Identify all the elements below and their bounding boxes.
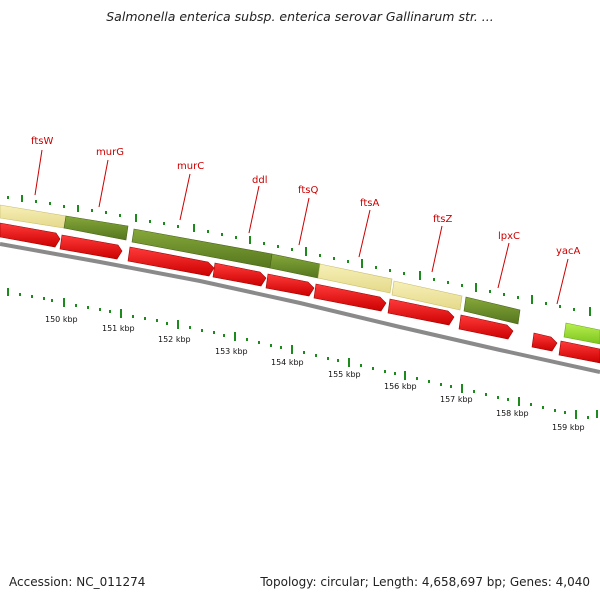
cds-arrow [387, 298, 455, 326]
cds-arrow [313, 283, 387, 312]
cds-forward-track [0, 222, 600, 364]
cds-arrow [458, 314, 514, 340]
genome-title: Salmonella enterica subsp. enterica sero… [106, 9, 494, 24]
scale-label: 150 kbp [45, 315, 78, 324]
scale-label: 155 kbp [328, 370, 361, 379]
cog-gene-track [0, 204, 600, 345]
gene-block-murG [63, 215, 129, 241]
gene-block-lpxC [463, 296, 521, 325]
gene-block-ftsQ [269, 253, 321, 279]
scale-label: 158 kbp [496, 409, 529, 418]
scale-label: 151 kbp [102, 324, 135, 333]
scale-ticks [7, 288, 598, 419]
gene-label-murG: murG [96, 147, 124, 158]
scale-label: 152 kbp [158, 335, 191, 344]
gene-labels: ftsW murG murC ddl ftsQ ftsA ftsZ lpxC y… [31, 136, 581, 257]
gene-label-lpxC: lpxC [498, 231, 520, 242]
scale-label: 157 kbp [440, 395, 473, 404]
gene-block-ftsZ [391, 280, 463, 311]
gene-label-ftsA: ftsA [360, 198, 379, 209]
scale-label: 153 kbp [215, 347, 248, 356]
genome-summary-text: Topology: circular; Length: 4,658,697 bp… [260, 575, 590, 589]
cds-arrow [212, 262, 267, 287]
gene-block-yacA [563, 322, 600, 345]
gene-label-ftsW: ftsW [31, 136, 53, 147]
gene-label-yacA: yacA [556, 246, 581, 257]
outer-ticks [7, 195, 591, 316]
cds-arrow [265, 273, 315, 297]
gene-label-ddl: ddl [252, 175, 267, 186]
scale-label: 154 kbp [271, 358, 304, 367]
scale-label: 159 kbp [552, 423, 585, 432]
cds-arrow [531, 332, 558, 352]
scale-label: 156 kbp [384, 382, 417, 391]
gene-block-ftsA [317, 263, 393, 294]
gene-label-ftsQ: ftsQ [298, 185, 318, 196]
backbone-line [0, 242, 600, 374]
scale-labels: 150 kbp 151 kbp 152 kbp 153 kbp 154 kbp … [45, 315, 585, 432]
cds-arrow [558, 340, 600, 364]
accession-text: Accession: NC_011274 [9, 575, 146, 589]
label-leaders [34, 149, 569, 305]
cds-arrow [59, 234, 123, 260]
gene-label-murC: murC [177, 161, 204, 172]
gene-label-ftsZ: ftsZ [433, 214, 452, 225]
cds-arrow [127, 246, 215, 277]
cds-arrow [0, 222, 61, 248]
